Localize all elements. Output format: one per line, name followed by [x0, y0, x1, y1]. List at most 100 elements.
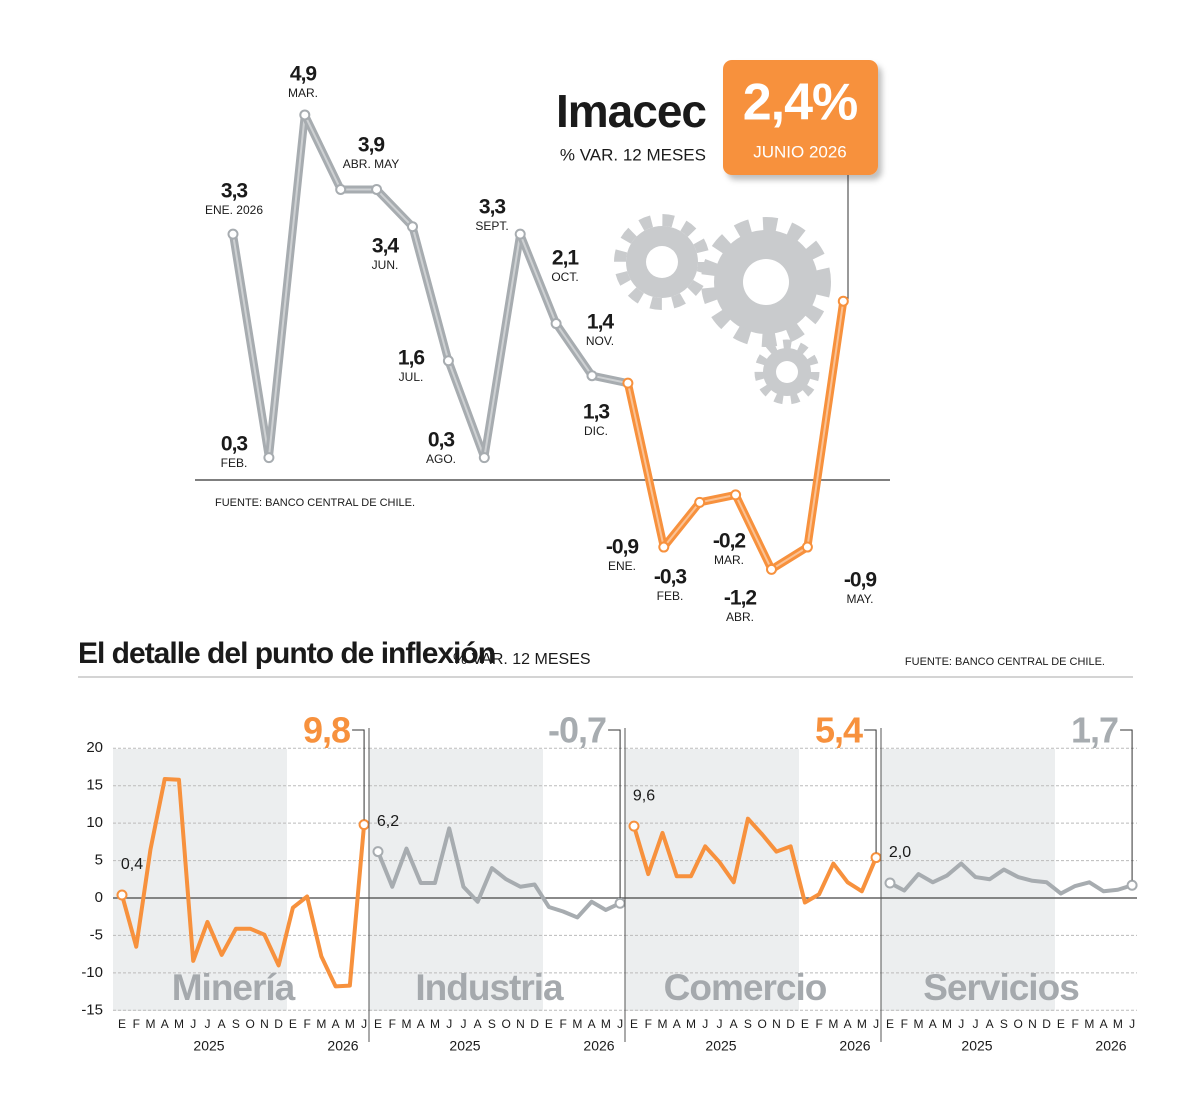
point	[586, 370, 598, 382]
x-tick-label: A	[332, 1017, 340, 1031]
line-segment	[588, 371, 632, 388]
line-segment	[372, 185, 417, 231]
x-tick-label: J	[204, 1017, 210, 1031]
point	[1126, 879, 1138, 891]
category-label: OCT.	[551, 270, 578, 284]
point	[837, 295, 849, 307]
x-tick-label: J	[190, 1017, 196, 1031]
x-tick-label: A	[1100, 1017, 1108, 1031]
line-highlight	[267, 114, 306, 458]
category-label: ABR.	[726, 610, 754, 624]
highlight-box	[723, 60, 878, 175]
value-label: 1,7	[1071, 710, 1118, 751]
point	[227, 228, 239, 240]
category-label: ABR. MAY	[343, 157, 399, 171]
point	[730, 489, 742, 501]
value-label: 5,4	[815, 710, 863, 751]
line-highlight	[591, 374, 629, 385]
point	[766, 563, 777, 575]
line-highlight	[519, 233, 558, 324]
value-label: 9,8	[303, 710, 350, 751]
highlight-value: 2,4%	[743, 74, 858, 132]
highlight-label: JUNIO 2026	[753, 142, 847, 161]
x-tick-label: D	[274, 1017, 283, 1031]
x-tick-label: J	[972, 1017, 978, 1031]
x-tick-label: J	[873, 1017, 879, 1031]
x-tick-label: N	[260, 1017, 269, 1031]
line-highlight	[555, 322, 593, 377]
x-tick-label: J	[1129, 1017, 1135, 1031]
x-tick-label: A	[161, 1017, 169, 1031]
point	[358, 819, 370, 831]
x-tick-label: A	[218, 1017, 226, 1031]
x-tick-label: O	[501, 1017, 510, 1031]
value-label: 0,3	[428, 429, 455, 452]
value-label: 2,1	[552, 247, 580, 270]
category-label: DIC.	[584, 424, 608, 438]
x-tick-label: A	[929, 1017, 937, 1031]
x-tick-label: J	[702, 1017, 708, 1031]
point	[116, 889, 128, 901]
value-label: -0,7	[548, 710, 606, 751]
gears	[614, 214, 831, 405]
line-segment	[444, 356, 489, 462]
x-tick-label: E	[1057, 1017, 1065, 1031]
line-segment	[408, 222, 453, 365]
x-tick-label: F	[901, 1017, 908, 1031]
line-highlight	[411, 226, 450, 362]
category-label: SEPT.	[475, 219, 508, 233]
x-tick-label: N	[516, 1017, 525, 1031]
leader	[864, 729, 877, 853]
x-tick-label: F	[645, 1017, 652, 1031]
x-tick-label: N	[1028, 1017, 1037, 1031]
value-label: 4,9	[290, 63, 317, 86]
point	[622, 377, 634, 389]
year-label: 2026	[327, 1038, 358, 1054]
y-tick-label: 10	[86, 814, 103, 831]
point	[614, 897, 626, 909]
y-tick-label: 15	[86, 777, 103, 794]
x-tick-label: F	[389, 1017, 396, 1031]
year-label: 2026	[1095, 1038, 1126, 1054]
value-label: 1,4	[587, 311, 615, 334]
x-tick-label: J	[958, 1017, 964, 1031]
x-tick-label: M	[1084, 1017, 1094, 1031]
line-highlight	[806, 301, 845, 548]
x-tick-label: M	[828, 1017, 838, 1031]
x-tick-label: M	[686, 1017, 696, 1031]
line-highlight	[447, 360, 486, 458]
point	[550, 318, 562, 330]
line	[632, 816, 878, 905]
panel-title: Industria	[415, 967, 564, 1008]
x-tick-label: E	[630, 1017, 638, 1031]
line	[889, 861, 1133, 896]
category-label: ENE. 2026	[205, 203, 263, 217]
line-segment	[516, 230, 561, 328]
line-highlight	[699, 493, 736, 504]
x-tick-label: M	[316, 1017, 326, 1031]
point	[870, 852, 882, 864]
line-highlight	[483, 233, 522, 458]
year-label: 2025	[961, 1038, 992, 1054]
value-label: 9,6	[633, 787, 655, 804]
point	[658, 541, 670, 553]
x-tick-label: E	[886, 1017, 894, 1031]
value-label: 3,3	[479, 196, 506, 219]
x-tick-label: M	[345, 1017, 355, 1031]
section-source: FUENTE: BANCO CENTRAL DE CHILE.	[905, 656, 1105, 668]
point	[372, 846, 384, 858]
line-segment	[731, 490, 776, 574]
x-tick-label: M	[857, 1017, 867, 1031]
x-tick-label: A	[417, 1017, 425, 1031]
chart-subtitle: % VAR. 12 MESES	[560, 145, 706, 164]
category-label: MAR.	[714, 553, 744, 567]
x-tick-label: J	[446, 1017, 452, 1031]
section-subtitle: % VAR. 12 MESES	[453, 651, 591, 668]
line	[376, 826, 621, 920]
point	[478, 452, 490, 464]
line-segment	[695, 490, 740, 507]
category-label: MAR.	[288, 86, 318, 100]
point	[628, 820, 640, 832]
source: FUENTE: BANCO CENTRAL DE CHILE.	[215, 497, 415, 509]
